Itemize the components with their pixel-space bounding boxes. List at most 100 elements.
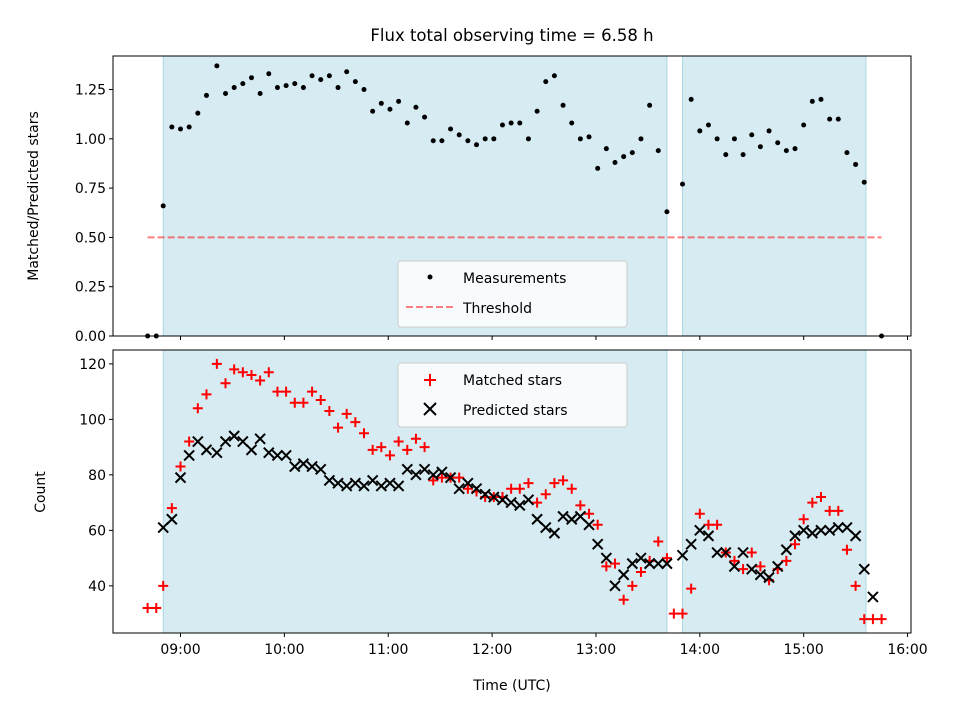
bottom-y-tick-label: 120: [79, 357, 106, 373]
measurement-point: [160, 203, 166, 209]
matched-star-point: [307, 386, 318, 397]
predicted-star-point: [228, 430, 240, 442]
matched-star-point: [315, 394, 326, 405]
matched-star-point: [627, 580, 638, 591]
matched-star-point: [558, 475, 569, 486]
matched-star-point: [824, 505, 835, 516]
measurement-point: [844, 150, 850, 156]
matched-star-point: [419, 442, 430, 453]
measurement-point: [723, 152, 729, 158]
top-shaded-intervals: [162, 55, 867, 337]
bottom-y-tick-label: 100: [79, 412, 106, 428]
measurement-point: [178, 126, 184, 132]
matched-star-point: [350, 417, 361, 428]
predicted-star-point: [254, 433, 266, 445]
measurement-point: [257, 90, 263, 96]
matched-star-point: [333, 422, 344, 433]
measurement-point: [647, 102, 653, 108]
matched-star-point: [746, 547, 757, 558]
predicted-star-point: [384, 477, 396, 489]
matched-star-point: [677, 608, 688, 619]
matched-star-point: [151, 603, 162, 614]
predicted-star-point: [183, 449, 195, 462]
matched-star-point: [393, 436, 404, 447]
matched-star-point: [272, 386, 283, 397]
measurement-point: [335, 85, 341, 91]
predicted-star-point: [702, 530, 715, 542]
predicted-star-point: [496, 494, 509, 506]
x-tick-label: 16:00: [887, 642, 927, 658]
bottom-legend-box: [397, 362, 628, 428]
predicted-star-point: [737, 546, 749, 559]
measurement-point: [757, 144, 763, 150]
predicted-star-point: [453, 483, 465, 495]
measurement-point: [783, 148, 789, 154]
top-panel: 0.00 0.25 0.50 0.75 1.00 1.25 Matched/Predict…: [26, 55, 912, 345]
matched-star-point: [436, 472, 447, 483]
predicted-star-point: [548, 527, 561, 539]
predicted-star-point: [245, 444, 258, 456]
measurement-point: [621, 154, 627, 160]
predicted-star-point: [157, 521, 169, 534]
matched-star-point: [237, 367, 248, 378]
predicted-star-point: [505, 496, 517, 509]
legend-marker-matched: [424, 374, 436, 386]
predicted-star-point: [470, 483, 483, 495]
matched-star-point: [358, 428, 369, 439]
predicted-star-point: [652, 557, 664, 570]
matched-star-point: [255, 375, 266, 386]
matched-star-point: [384, 450, 395, 461]
predicted-star-point: [315, 463, 327, 476]
matched-star-point: [462, 483, 473, 494]
measurement-point: [827, 116, 833, 122]
top-y-tick-label: 1.00: [75, 132, 106, 148]
predicted-star-point: [401, 463, 413, 476]
measurement-point: [266, 71, 272, 77]
predicted-star-point: [514, 499, 526, 512]
measurement-point: [309, 73, 315, 79]
predicted-star-point: [280, 449, 292, 462]
predicted-star-point: [166, 513, 178, 525]
matched-star-point: [850, 580, 861, 591]
bottom-axes-frame: [112, 349, 912, 634]
matched-star-point: [289, 397, 300, 408]
bottom-y-tick-label: 60: [88, 523, 106, 539]
top-y-axis-label: Matched/Predicted stars: [26, 111, 42, 281]
predicted-star-point: [789, 530, 801, 542]
x-tick-label: 10:00: [264, 642, 304, 658]
measurement-point: [413, 104, 419, 110]
measurement-point: [792, 146, 798, 152]
predicted-star-point: [340, 480, 353, 492]
bottom-x-axis: 09:00 10:00 11:00 12:00 13:00 14:00 15:00 16:00: [160, 633, 928, 658]
predicted-star-point: [626, 557, 639, 570]
x-tick-label: 09:00: [160, 642, 200, 658]
measurement-point: [749, 132, 755, 138]
predicted-star-point: [711, 546, 723, 559]
measurement-point: [203, 92, 209, 98]
measurement-point: [569, 120, 575, 126]
predicted-star-point: [557, 510, 569, 523]
matched-star-point: [755, 561, 766, 572]
predicted-star-point: [436, 466, 448, 478]
top-y-tick-label: 0.75: [75, 181, 106, 197]
matched-star-point: [703, 519, 714, 530]
matched-star-point: [281, 386, 292, 397]
predicted-star-point: [591, 538, 604, 550]
measurement-point: [766, 128, 772, 134]
predicted-star-point: [841, 521, 853, 534]
measurement-point: [543, 79, 549, 85]
measurement-point: [697, 128, 703, 134]
matched-star-point: [454, 472, 465, 483]
predicted-star-point: [754, 569, 767, 581]
matched-star-point: [815, 492, 826, 503]
predicted-star-point: [858, 563, 870, 575]
predicted-star-point: [772, 560, 784, 573]
predicted-star-point: [323, 474, 336, 487]
x-axis-label: Time (UTC): [472, 678, 550, 694]
measurement-point: [491, 136, 497, 142]
measurements-points: [145, 63, 885, 339]
matched-star-point: [201, 389, 212, 400]
matched-star-point: [566, 483, 577, 494]
legend-label-threshold: Threshold: [462, 301, 532, 317]
predicted-star-point: [676, 549, 689, 562]
